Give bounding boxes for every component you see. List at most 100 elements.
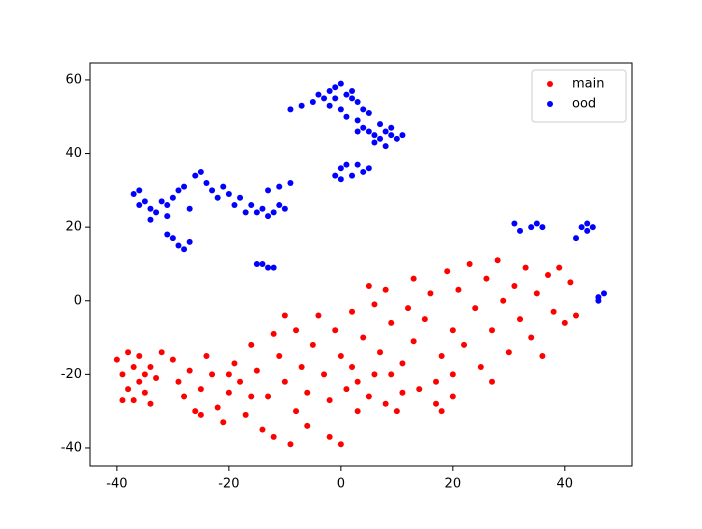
- point: [365, 393, 372, 400]
- point: [505, 349, 512, 356]
- point: [225, 371, 232, 378]
- point: [225, 191, 232, 198]
- point: [539, 352, 546, 359]
- point: [169, 194, 176, 201]
- point: [382, 143, 389, 150]
- point: [388, 124, 395, 131]
- point: [164, 202, 171, 209]
- point: [147, 363, 154, 370]
- point: [214, 194, 221, 201]
- point: [360, 168, 367, 175]
- point: [181, 246, 188, 253]
- point: [354, 161, 361, 168]
- point: [203, 179, 210, 186]
- point: [455, 286, 462, 293]
- point: [349, 308, 356, 315]
- point: [136, 378, 143, 385]
- point: [337, 176, 344, 183]
- point: [494, 257, 501, 264]
- point: [231, 202, 238, 209]
- point: [500, 297, 507, 304]
- point: [354, 408, 361, 415]
- point: [399, 389, 406, 396]
- point: [371, 301, 378, 308]
- point: [287, 441, 294, 448]
- point: [169, 235, 176, 242]
- point: [259, 260, 266, 267]
- point: [477, 363, 484, 370]
- point: [242, 411, 249, 418]
- legend-label: main: [572, 77, 604, 92]
- point: [337, 106, 344, 113]
- point: [393, 135, 400, 142]
- point: [354, 99, 361, 106]
- point: [186, 238, 193, 245]
- point: [337, 352, 344, 359]
- point: [130, 191, 137, 198]
- point: [253, 260, 260, 267]
- point: [220, 183, 227, 190]
- point: [556, 264, 563, 271]
- point: [293, 327, 300, 334]
- point: [489, 327, 496, 334]
- point: [337, 441, 344, 448]
- point: [153, 209, 160, 216]
- point: [528, 334, 535, 341]
- point: [393, 408, 400, 415]
- point: [197, 386, 204, 393]
- legend-marker: [547, 101, 553, 107]
- point: [141, 371, 148, 378]
- point: [332, 95, 339, 102]
- point: [136, 202, 143, 209]
- point: [304, 389, 311, 396]
- point: [416, 386, 423, 393]
- point: [567, 279, 574, 286]
- point: [517, 316, 524, 323]
- point: [237, 378, 244, 385]
- point: [382, 128, 389, 135]
- point: [248, 341, 255, 348]
- point: [349, 172, 356, 179]
- point: [181, 393, 188, 400]
- point: [522, 264, 529, 271]
- point: [382, 286, 389, 293]
- point: [141, 198, 148, 205]
- y-tick-label: 20: [65, 220, 82, 235]
- point: [388, 132, 395, 139]
- point: [438, 408, 445, 415]
- point: [405, 305, 412, 312]
- point: [192, 172, 199, 179]
- point: [483, 275, 490, 282]
- point: [533, 220, 540, 227]
- y-tick-label: 40: [65, 146, 82, 161]
- point: [354, 378, 361, 385]
- point: [265, 393, 272, 400]
- point: [304, 422, 311, 429]
- point: [589, 224, 596, 231]
- point: [248, 393, 255, 400]
- x-tick-label: 0: [337, 477, 345, 492]
- point: [371, 371, 378, 378]
- point: [321, 95, 328, 102]
- point: [203, 352, 210, 359]
- point: [421, 316, 428, 323]
- point: [293, 408, 300, 415]
- point: [186, 205, 193, 212]
- point: [343, 386, 350, 393]
- point: [332, 172, 339, 179]
- point: [225, 389, 232, 396]
- point: [410, 275, 417, 282]
- x-tick-label: -20: [218, 477, 239, 492]
- point: [545, 271, 552, 278]
- point: [489, 378, 496, 385]
- point: [377, 121, 384, 128]
- point: [265, 264, 272, 271]
- point: [253, 209, 260, 216]
- point: [561, 319, 568, 326]
- point: [349, 87, 356, 94]
- point: [237, 194, 244, 201]
- point: [119, 371, 126, 378]
- point: [466, 260, 473, 267]
- y-tick-label: 0: [74, 293, 82, 308]
